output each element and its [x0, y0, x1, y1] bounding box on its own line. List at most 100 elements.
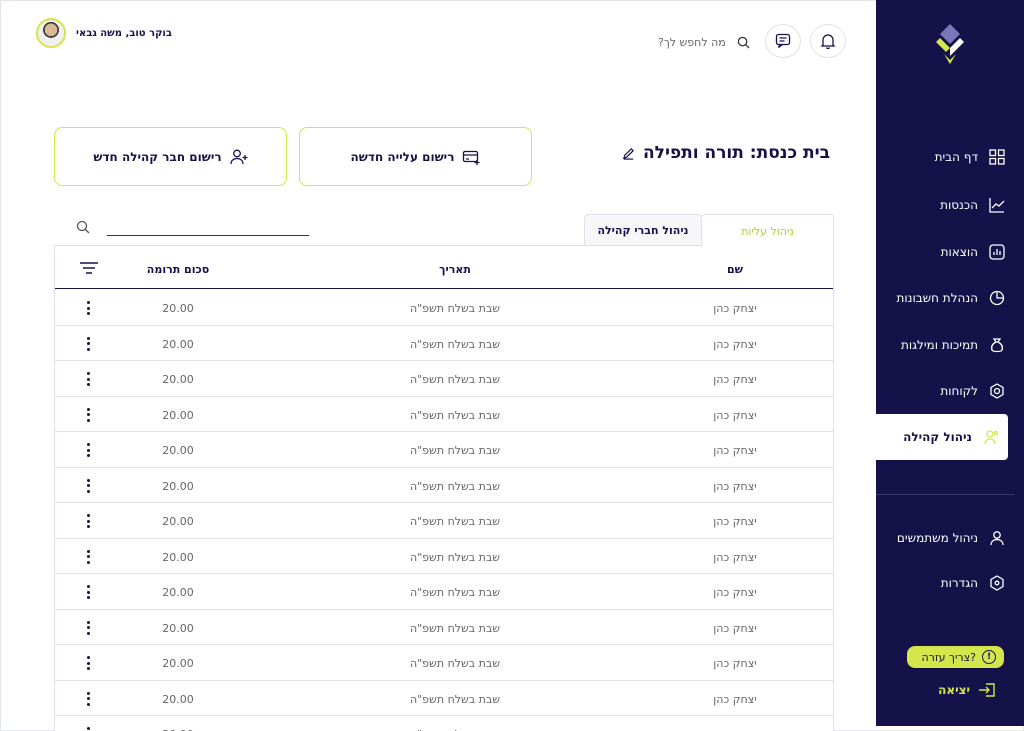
sidebar-item-customers[interactable]: לקוחות	[940, 376, 1006, 406]
sidebar-item-label: הכנסות	[940, 198, 978, 212]
search-input[interactable]: מה לחפש לך?	[658, 35, 726, 49]
table-row[interactable]: יצחק כהן שבת בשלח תשפ"ה 20.00	[55, 716, 833, 731]
sidebar-item-income[interactable]: הכנסות	[940, 190, 1006, 220]
cell-name: יצחק כהן	[675, 728, 795, 731]
notifications-button[interactable]	[810, 24, 846, 58]
row-menu-icon[interactable]	[81, 372, 95, 388]
cell-name: יצחק כהן	[713, 444, 757, 457]
row-menu-icon[interactable]	[81, 727, 95, 731]
table-row[interactable]: יצחק כהן שבת בשלח תשפ"ה 20.00	[55, 361, 833, 397]
cell-date: שבת בשלח תשפ"ה	[409, 621, 501, 635]
cell-sum: 20.00	[162, 479, 194, 493]
hexagon-gear-icon	[988, 382, 1006, 400]
line-chart-icon	[988, 196, 1006, 214]
cell-name: יצחק כהן	[713, 373, 757, 386]
table-row[interactable]: יצחק כהן שבת בשלח תשפ"ה 20.00	[55, 645, 833, 681]
column-header-date[interactable]: תאריך	[439, 263, 471, 276]
table-row[interactable]: יצחק כהן שבת בשלח תשפ"ה 20.00	[55, 681, 833, 716]
logout-button[interactable]: יציאה	[938, 680, 996, 700]
table-row[interactable]: יצחק כהן שבת בשלח תשפ"ה 20.00	[55, 503, 833, 539]
sidebar-divider	[876, 494, 1014, 495]
table-row[interactable]: יצחק כהן שבת בשלח תשפ"ה 20.00	[55, 432, 833, 468]
table-row[interactable]: יצחק כהן שבת בשלח תשפ"ה 20.00	[55, 610, 833, 645]
row-menu-icon[interactable]	[81, 585, 95, 601]
edit-icon[interactable]	[622, 147, 635, 160]
row-menu-icon[interactable]	[81, 514, 95, 530]
cell-sum: 20.00	[162, 302, 194, 315]
column-header-name[interactable]: שם	[726, 263, 743, 276]
row-menu-icon[interactable]	[81, 443, 95, 459]
sidebar-item-home[interactable]: דף הבית	[935, 142, 1006, 172]
aliyot-table: שם תאריך סכום תרומה יצחק כהן שבת בשלח תשפ…	[54, 245, 834, 731]
table-row[interactable]: יצחק כהן שבת בשלח תשפ"ה 20.00	[55, 290, 833, 326]
sidebar-item-label: הגדרות	[940, 576, 978, 590]
settings-icon	[988, 574, 1006, 592]
info-icon: !	[982, 650, 996, 664]
row-menu-icon[interactable]	[81, 620, 95, 637]
table-body: יצחק כהן שבת בשלח תשפ"ה 20.00 יצחק כהן שבת ב…	[55, 290, 833, 731]
cell-name: יצחק כהן	[713, 692, 757, 706]
tab-aliyot[interactable]: ניהול עליות	[701, 214, 834, 247]
dashboard-grid-icon	[988, 148, 1006, 166]
row-menu-icon[interactable]	[81, 478, 95, 495]
avatar[interactable]	[36, 18, 66, 48]
cell-name: יצחק כהן	[713, 586, 757, 599]
new-member-button[interactable]: רישום חבר קהילה חדש	[54, 127, 287, 186]
filter-icon[interactable]	[79, 261, 99, 275]
sidebar-item-accounting[interactable]: הנהלת חשבונות	[896, 283, 1006, 313]
table-row[interactable]: יצחק כהן שבת בשלח תשפ"ה 20.00	[55, 326, 833, 361]
sidebar-item-expenses[interactable]: הוצאות	[941, 237, 1006, 267]
table-header: שם תאריך סכום תרומה	[55, 246, 833, 289]
table-row[interactable]: יצחק כהן שבת בשלח תשפ"ה 20.00	[55, 397, 833, 432]
help-label: צריך עזרה?	[921, 650, 976, 664]
bar-chart-icon	[988, 243, 1006, 261]
help-button[interactable]: צריך עזרה? !	[907, 646, 1004, 668]
page-title: בית כנסת: תורה ותפילה	[622, 143, 830, 163]
messages-button[interactable]	[765, 24, 801, 58]
sidebar-item-users[interactable]: ניהול משתמשים	[897, 523, 1006, 553]
table-row[interactable]: יצחק כהן שבת בשלח תשפ"ה 20.00	[55, 539, 833, 574]
cell-date: שבת בשלח תשפ"ה	[409, 586, 501, 599]
search-input[interactable]	[107, 235, 309, 236]
greeting-text: בוקר טוב, משה גבאי	[76, 27, 172, 39]
row-menu-icon[interactable]	[81, 407, 95, 424]
row-menu-icon[interactable]	[81, 691, 95, 708]
cell-date: שבת בשלח תשפ"ה	[409, 337, 501, 351]
add-user-icon	[229, 149, 248, 164]
sidebar-item-label: הנהלת חשבונות	[896, 291, 978, 305]
user-greeting: בוקר טוב, משה גבאי	[36, 18, 172, 48]
cell-name: יצחק כהן	[713, 302, 757, 315]
cell-sum: 20.00	[162, 550, 194, 564]
sidebar-item-community[interactable]: ניהול קהילה	[876, 414, 1008, 460]
new-aliya-button[interactable]: רישום עלייה חדשה	[299, 127, 532, 186]
bell-icon	[820, 34, 836, 49]
row-menu-icon[interactable]	[81, 301, 95, 317]
cell-name: יצחק כהן	[713, 515, 757, 528]
row-menu-icon[interactable]	[81, 656, 95, 672]
pie-chart-icon	[988, 289, 1006, 307]
sidebar-item-support[interactable]: תמיכות ומילגות	[901, 330, 1006, 360]
row-menu-icon[interactable]	[81, 549, 95, 566]
sidebar-item-settings[interactable]: הגדרות	[941, 568, 1006, 598]
row-menu-icon[interactable]	[81, 336, 95, 353]
search-icon	[76, 220, 90, 234]
top-search[interactable]: מה לחפש לך?	[658, 33, 750, 51]
table-search[interactable]	[76, 220, 309, 236]
table-row[interactable]: יצחק כהן שבת בשלח תשפ"ה 20.00	[55, 468, 833, 503]
tab-community-members[interactable]: ניהול חברי קהילה	[584, 214, 702, 246]
table-row[interactable]: יצחק כהן שבת בשלח תשפ"ה 20.00	[55, 574, 833, 610]
sidebar-item-label: דף הבית	[934, 150, 978, 164]
cell-date: שבת בשלח תשפ"ה	[409, 444, 501, 457]
cell-name: יצחק כהן	[713, 621, 757, 635]
column-header-sum[interactable]: סכום תרומה	[146, 263, 210, 276]
cell-date: שבת בשלח תשפ"ה	[409, 373, 501, 386]
new-aliya-label: רישום עלייה חדשה	[350, 149, 455, 164]
cell-name: יצחק כהן	[713, 657, 757, 670]
cell-date: שבת בשלח תשפ"ה	[409, 515, 501, 528]
card-add-icon	[463, 150, 480, 165]
cell-sum: 20.00	[162, 621, 194, 635]
app-logo	[936, 24, 964, 64]
page-title-text: בית כנסת: תורה ותפילה	[643, 143, 830, 163]
sidebar-item-label: הוצאות	[940, 245, 978, 259]
cell-name: יצחק כהן	[713, 337, 757, 351]
